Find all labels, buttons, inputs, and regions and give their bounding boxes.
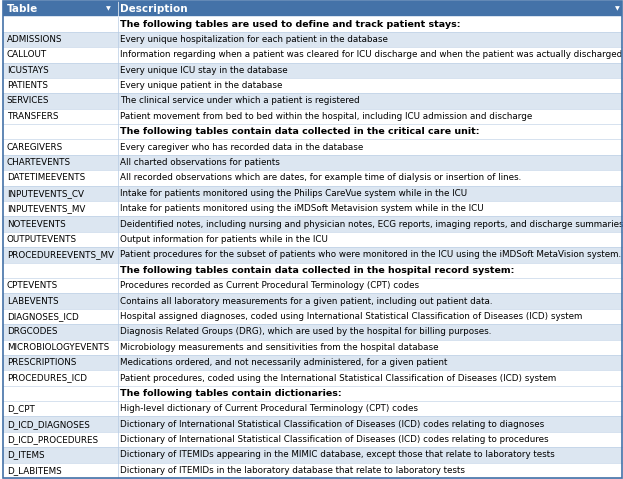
Bar: [3, 340, 622, 355]
Text: LABEVENTS: LABEVENTS: [7, 297, 59, 306]
Bar: [3, 401, 622, 416]
Text: Every unique hospitalization for each patient in the database: Every unique hospitalization for each pa…: [120, 35, 388, 44]
Bar: [3, 47, 622, 63]
Bar: [3, 278, 622, 293]
Bar: [3, 370, 622, 386]
Text: DIAGNOSES_ICD: DIAGNOSES_ICD: [7, 312, 78, 321]
Text: INPUTEVENTS_MV: INPUTEVENTS_MV: [7, 204, 85, 213]
Bar: [3, 186, 622, 201]
Text: The following tables contain dictionaries:: The following tables contain dictionarie…: [120, 389, 341, 398]
Bar: [3, 139, 622, 155]
Text: SERVICES: SERVICES: [7, 96, 49, 105]
Text: Procedures recorded as Current Procedural Terminology (CPT) codes: Procedures recorded as Current Procedura…: [120, 281, 419, 290]
Text: ▼: ▼: [107, 6, 111, 11]
Text: Deidentified notes, including nursing and physician notes, ECG reports, imaging : Deidentified notes, including nursing an…: [120, 219, 623, 228]
Text: All recorded observations which are dates, for example time of dialysis or inser: All recorded observations which are date…: [120, 173, 521, 182]
Bar: [3, 170, 622, 186]
Text: D_ITEMS: D_ITEMS: [7, 450, 44, 459]
Bar: [3, 32, 622, 47]
Text: Every caregiver who has recorded data in the database: Every caregiver who has recorded data in…: [120, 143, 363, 152]
Bar: [3, 124, 622, 139]
Text: Microbiology measurements and sensitivities from the hospital database: Microbiology measurements and sensitivit…: [120, 343, 439, 352]
Bar: [3, 232, 622, 247]
Text: Dictionary of International Statistical Classification of Diseases (ICD) codes r: Dictionary of International Statistical …: [120, 435, 549, 444]
Text: PATIENTS: PATIENTS: [7, 81, 48, 90]
Text: MICROBIOLOGYEVENTS: MICROBIOLOGYEVENTS: [7, 343, 109, 352]
Text: Contains all laboratory measurements for a given patient, including out patient : Contains all laboratory measurements for…: [120, 297, 493, 306]
Text: The following tables contain data collected in the hospital record system:: The following tables contain data collec…: [120, 266, 515, 275]
Bar: [3, 355, 622, 370]
Text: Description: Description: [120, 4, 188, 14]
Text: DATETIMEEVENTS: DATETIMEEVENTS: [7, 173, 85, 182]
Text: CPTEVENTS: CPTEVENTS: [7, 281, 58, 290]
Bar: [3, 247, 622, 262]
Text: High-level dictionary of Current Procedural Terminology (CPT) codes: High-level dictionary of Current Procedu…: [120, 404, 418, 413]
Text: All charted observations for patients: All charted observations for patients: [120, 158, 280, 167]
Bar: [3, 63, 622, 78]
Bar: [3, 201, 622, 217]
Bar: [3, 324, 622, 340]
Text: NOTEEVENTS: NOTEEVENTS: [7, 219, 65, 228]
Bar: [3, 16, 622, 32]
Text: Intake for patients monitored using the iMDSoft Metavision system while in the I: Intake for patients monitored using the …: [120, 204, 483, 213]
Text: Patient movement from bed to bed within the hospital, including ICU admission an: Patient movement from bed to bed within …: [120, 112, 532, 121]
Text: D_ICD_PROCEDURES: D_ICD_PROCEDURES: [7, 435, 98, 444]
Text: Dictionary of ITEMIDs appearing in the MIMIC database, except those that relate : Dictionary of ITEMIDs appearing in the M…: [120, 450, 555, 459]
Bar: [3, 217, 622, 232]
Bar: [3, 155, 622, 170]
Text: ▼: ▼: [614, 6, 619, 11]
Text: DRGCODES: DRGCODES: [7, 327, 57, 336]
Text: D_ICD_DIAGNOSES: D_ICD_DIAGNOSES: [7, 420, 90, 429]
Bar: [3, 78, 622, 93]
Text: CALLOUT: CALLOUT: [7, 50, 47, 59]
Text: INPUTEVENTS_CV: INPUTEVENTS_CV: [7, 189, 84, 198]
Text: Patient procedures for the subset of patients who were monitored in the ICU usin: Patient procedures for the subset of pat…: [120, 251, 621, 260]
Text: PRESCRIPTIONS: PRESCRIPTIONS: [7, 358, 76, 367]
Text: The following tables contain data collected in the critical care unit:: The following tables contain data collec…: [120, 127, 480, 136]
Text: Output information for patients while in the ICU: Output information for patients while in…: [120, 235, 328, 244]
Bar: [3, 309, 622, 324]
Bar: [3, 293, 622, 309]
Bar: [3, 109, 622, 124]
Text: Every unique ICU stay in the database: Every unique ICU stay in the database: [120, 66, 288, 75]
Text: ADMISSIONS: ADMISSIONS: [7, 35, 62, 44]
Text: Table: Table: [7, 4, 38, 14]
Bar: [3, 386, 622, 401]
Text: Intake for patients monitored using the Philips CareVue system while in the ICU: Intake for patients monitored using the …: [120, 189, 467, 198]
Text: The clinical service under which a patient is registered: The clinical service under which a patie…: [120, 96, 359, 105]
Text: Dictionary of ITEMIDs in the laboratory database that relate to laboratory tests: Dictionary of ITEMIDs in the laboratory …: [120, 466, 465, 475]
Text: Every unique patient in the database: Every unique patient in the database: [120, 81, 282, 90]
Text: PROCEDURES_ICD: PROCEDURES_ICD: [7, 374, 87, 383]
Text: The following tables are used to define and track patient stays:: The following tables are used to define …: [120, 20, 460, 29]
Bar: [3, 93, 622, 109]
Text: Dictionary of International Statistical Classification of Diseases (ICD) codes r: Dictionary of International Statistical …: [120, 420, 545, 429]
Text: CHARTEVENTS: CHARTEVENTS: [7, 158, 71, 167]
Text: Hospital assigned diagnoses, coded using International Statistical Classificatio: Hospital assigned diagnoses, coded using…: [120, 312, 583, 321]
Bar: [3, 416, 622, 432]
Text: D_LABITEMS: D_LABITEMS: [7, 466, 62, 475]
Text: Information regarding when a patient was cleared for ICU discharge and when the : Information regarding when a patient was…: [120, 50, 622, 59]
Text: Medications ordered, and not necessarily administered, for a given patient: Medications ordered, and not necessarily…: [120, 358, 447, 367]
Text: OUTPUTEVENTS: OUTPUTEVENTS: [7, 235, 77, 244]
Bar: [3, 1, 622, 16]
Text: TRANSFERS: TRANSFERS: [7, 112, 59, 121]
Bar: [3, 262, 622, 278]
Text: ICUSTAYS: ICUSTAYS: [7, 66, 49, 75]
Text: Diagnosis Related Groups (DRG), which are used by the hospital for billing purpo: Diagnosis Related Groups (DRG), which ar…: [120, 327, 492, 336]
Text: D_CPT: D_CPT: [7, 404, 35, 413]
Bar: [3, 432, 622, 447]
Text: PROCEDUREEVENTS_MV: PROCEDUREEVENTS_MV: [7, 251, 114, 260]
Bar: [3, 463, 622, 478]
Text: Patient procedures, coded using the International Statistical Classification of : Patient procedures, coded using the Inte…: [120, 374, 556, 383]
Text: CAREGIVERS: CAREGIVERS: [7, 143, 63, 152]
Bar: [3, 447, 622, 463]
